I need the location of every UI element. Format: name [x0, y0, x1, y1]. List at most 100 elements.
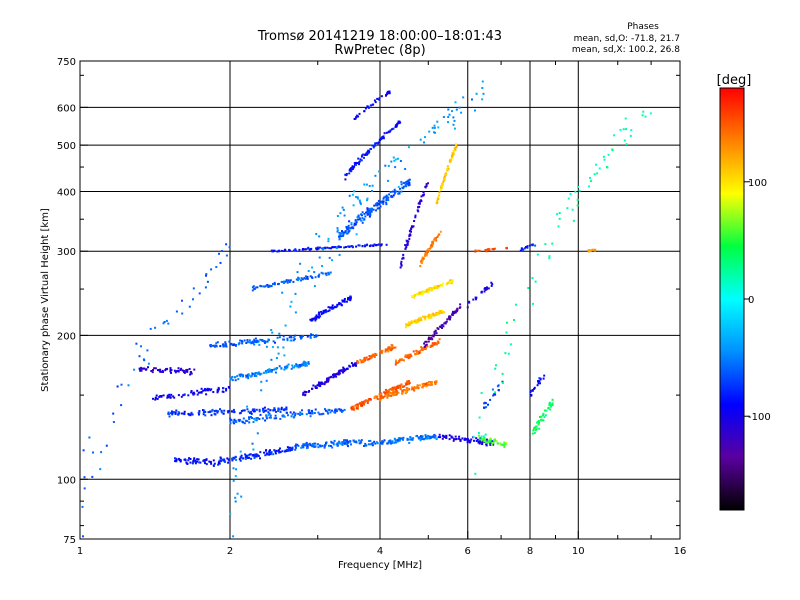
echo-point — [309, 275, 312, 278]
echo-point — [186, 368, 189, 371]
echo-point — [358, 244, 361, 247]
echo-point — [348, 194, 351, 197]
echo-point — [408, 442, 411, 444]
echo-point — [237, 378, 240, 381]
echo-point — [343, 369, 346, 372]
echo-point — [424, 383, 427, 386]
echo-point — [279, 451, 282, 454]
echo-point — [392, 388, 395, 391]
echo-point — [241, 457, 244, 460]
echo-point — [481, 443, 484, 445]
echo-point — [369, 439, 372, 442]
echo-point — [253, 288, 256, 291]
echo-point — [295, 278, 298, 281]
echo-point — [248, 456, 251, 459]
echo-point — [433, 333, 436, 336]
echo-point — [286, 364, 289, 367]
echo-point — [484, 433, 487, 436]
echo-point — [430, 315, 433, 318]
echo-point — [329, 411, 332, 414]
echo-point — [340, 304, 343, 307]
echo-point — [165, 368, 168, 371]
echo-point — [174, 413, 177, 415]
echo-point — [422, 194, 425, 197]
echo-point — [328, 444, 330, 447]
echo-point — [220, 457, 223, 460]
echo-point — [414, 387, 417, 390]
echo-point — [269, 409, 272, 412]
echo-point — [394, 346, 397, 349]
echo-point — [459, 306, 462, 309]
echo-point — [340, 411, 343, 413]
echo-point — [300, 446, 303, 449]
echo-point — [598, 167, 601, 170]
echo-point — [191, 462, 194, 465]
echo-point — [393, 437, 396, 440]
echo-point — [274, 371, 277, 374]
echo-point — [275, 449, 278, 452]
echo-point — [346, 367, 349, 370]
echo-point — [385, 394, 388, 397]
echo-point — [203, 459, 206, 462]
echo-point — [346, 226, 349, 229]
echo-point — [350, 167, 352, 170]
echo-point — [193, 457, 196, 460]
echo-point — [221, 458, 224, 461]
echo-point — [208, 388, 210, 391]
echo-point — [241, 341, 244, 343]
echo-point — [338, 372, 341, 375]
echo-point — [401, 437, 404, 440]
echo-point — [402, 436, 405, 439]
echo-point — [408, 182, 411, 185]
echo-point — [267, 408, 270, 411]
echo-point — [377, 142, 380, 145]
echo-point — [217, 386, 220, 389]
echo-point — [315, 233, 318, 235]
echo-point — [285, 279, 288, 282]
echo-point — [383, 439, 386, 442]
echo-point — [366, 105, 369, 108]
echo-point — [371, 207, 374, 210]
echo-point — [484, 438, 487, 441]
echo-point — [179, 369, 182, 371]
echo-point — [313, 412, 316, 414]
echo-point — [272, 249, 275, 252]
stats-x-line: mean, sd,X: 100.2, 26.8 — [572, 45, 680, 55]
x-tick-label: 10 — [572, 546, 585, 557]
echo-point — [413, 220, 416, 222]
echo-point — [376, 395, 379, 398]
echo-point — [338, 232, 341, 235]
echo-point — [405, 246, 408, 248]
echo-point — [345, 226, 348, 229]
echo-point — [231, 410, 233, 413]
colorbar-tick-label: 0 — [748, 295, 754, 306]
echo-point — [411, 386, 414, 389]
echo-point — [339, 442, 342, 445]
echo-point — [485, 438, 488, 441]
echo-point — [345, 300, 348, 303]
echo-point — [485, 288, 488, 291]
echo-point — [348, 168, 351, 171]
echo-point — [437, 234, 439, 237]
echo-point — [188, 457, 191, 460]
echo-point — [374, 352, 377, 355]
echo-point — [402, 256, 405, 259]
echo-point — [419, 318, 422, 321]
echo-point — [474, 250, 477, 253]
echo-point — [396, 390, 399, 393]
echo-point — [424, 136, 426, 139]
echo-point — [373, 440, 376, 443]
echo-point — [369, 213, 372, 216]
echo-point — [382, 440, 385, 443]
echo-point — [496, 385, 499, 388]
echo-point — [420, 195, 423, 198]
echo-point — [286, 280, 289, 283]
echo-point — [352, 204, 355, 207]
echo-point — [254, 418, 257, 421]
echo-point — [390, 440, 393, 443]
echo-point — [83, 476, 86, 479]
echo-point — [224, 341, 227, 344]
echo-point — [152, 369, 154, 371]
echo-point — [199, 461, 202, 464]
